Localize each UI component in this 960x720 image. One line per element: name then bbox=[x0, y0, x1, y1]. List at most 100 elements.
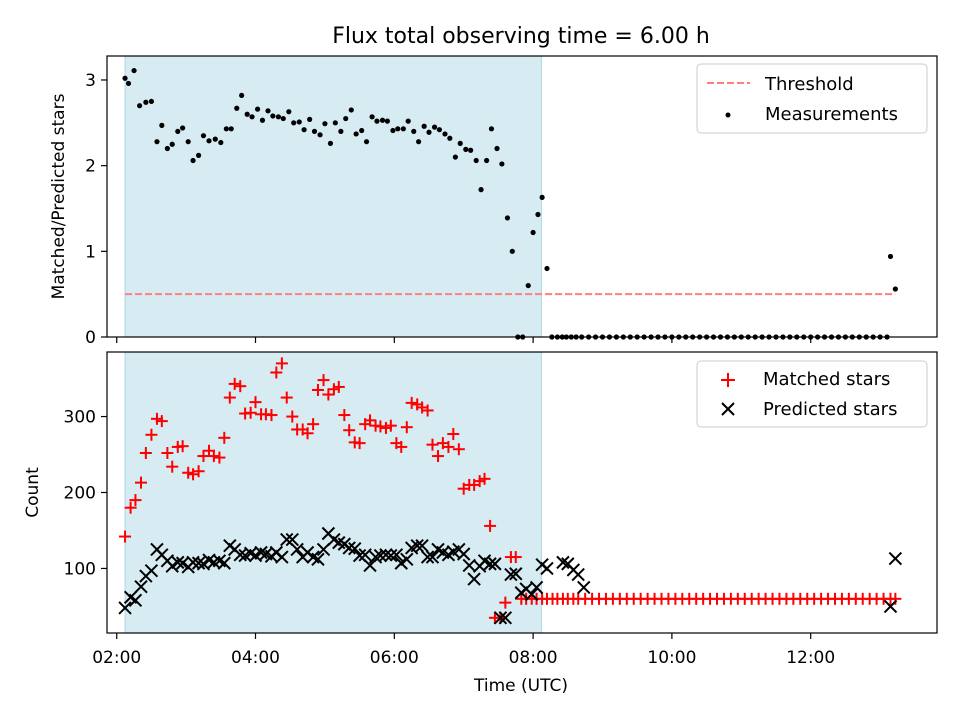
predicted-star-point bbox=[529, 580, 544, 595]
measurement-point bbox=[307, 116, 313, 122]
matched-star-point bbox=[155, 415, 168, 428]
measurement-point bbox=[379, 117, 386, 123]
predicted-star-point bbox=[118, 601, 132, 615]
measurement-point bbox=[180, 125, 186, 131]
matched-star-point bbox=[307, 418, 320, 431]
matched-star-point bbox=[124, 501, 137, 514]
measurement-point bbox=[504, 215, 511, 221]
measurement-point bbox=[265, 108, 271, 114]
predicted-star-point bbox=[352, 548, 367, 563]
predicted-star-point bbox=[504, 567, 518, 582]
measurement-point bbox=[488, 126, 495, 132]
predicted-star-point bbox=[254, 545, 268, 560]
measurement-point bbox=[411, 128, 417, 134]
matched-star-point bbox=[166, 460, 179, 473]
predicted-star-point bbox=[467, 572, 481, 586]
bottom-legend-box bbox=[696, 360, 928, 428]
matched-star-point bbox=[192, 465, 205, 478]
measurement-point bbox=[122, 75, 128, 81]
matched-star-point bbox=[265, 409, 278, 422]
matched-star-point bbox=[275, 357, 288, 370]
predicted-star-point bbox=[348, 541, 362, 556]
measurement-point bbox=[143, 99, 149, 105]
predicted-star-point bbox=[384, 548, 398, 563]
matched-star-point bbox=[129, 494, 142, 507]
measurement-point bbox=[478, 187, 484, 193]
matched-star-point bbox=[317, 374, 330, 387]
predicted-star-point bbox=[509, 567, 523, 581]
matched-star-point bbox=[395, 440, 408, 453]
measurement-point bbox=[400, 126, 406, 132]
top-legend-box bbox=[696, 63, 928, 134]
matched-star-point bbox=[244, 406, 257, 419]
matched-star-point bbox=[478, 472, 491, 485]
matched-star-point bbox=[223, 391, 236, 404]
matched-star-point bbox=[499, 596, 512, 609]
bottom-panel: 100 200 300 02:00 04:00 06:00 08:00 10:00 12:00… bbox=[23, 351, 938, 696]
measurement-point bbox=[463, 146, 469, 152]
predicted-star-point bbox=[280, 532, 294, 547]
predicted-star-point bbox=[498, 611, 513, 625]
matched-star-point bbox=[400, 421, 413, 434]
matched-star-point bbox=[432, 450, 445, 463]
matched-star-point bbox=[139, 447, 152, 460]
matched-star-point bbox=[442, 440, 455, 453]
measurement-point bbox=[363, 139, 370, 145]
predicted-star-point bbox=[217, 556, 231, 570]
matched-star-point bbox=[280, 391, 293, 404]
bottom-y-tick-label: 300 bbox=[64, 408, 96, 428]
top-y-tick-label: 0 bbox=[85, 328, 96, 348]
bottom-legend: Matched stars Predicted stars bbox=[696, 360, 928, 428]
bottom-marks bbox=[118, 357, 903, 625]
measurement-point bbox=[327, 140, 334, 146]
measurement-point bbox=[249, 114, 255, 120]
measurement-point bbox=[322, 121, 328, 127]
matched-star-point bbox=[353, 437, 366, 450]
x-tick-label: 04:00 bbox=[231, 648, 280, 668]
measurement-point bbox=[494, 145, 500, 152]
matched-star-point bbox=[374, 420, 387, 433]
top-y-tick-label: 2 bbox=[85, 157, 96, 177]
matched-star-point bbox=[286, 410, 299, 423]
matched-star-point bbox=[447, 428, 460, 441]
measurement-point bbox=[887, 253, 894, 260]
top-panel: 0 1 2 3 Matched/Predicted stars Threshold M… bbox=[49, 55, 938, 348]
matched-star-point bbox=[145, 428, 158, 441]
measurement-point bbox=[275, 114, 282, 120]
measurement-point bbox=[164, 145, 170, 152]
matched-star-point bbox=[207, 450, 220, 463]
measurement-point bbox=[359, 127, 365, 134]
measurement-point bbox=[484, 157, 490, 164]
measurement-point bbox=[125, 80, 132, 87]
measurement-point bbox=[353, 131, 359, 137]
legend-matched-swatch bbox=[721, 373, 735, 387]
predicted-star-point bbox=[556, 555, 570, 570]
predicted-star-point bbox=[540, 561, 554, 576]
measurement-point bbox=[234, 105, 240, 111]
matched-star-point bbox=[322, 388, 335, 401]
measurement-point bbox=[148, 98, 155, 105]
measurement-point bbox=[206, 138, 212, 144]
matched-star-point bbox=[161, 447, 174, 460]
predicted-star-point bbox=[144, 564, 159, 578]
top-y-tick-label: 3 bbox=[85, 71, 96, 91]
measurement-point bbox=[131, 67, 137, 74]
x-tick-label: 12:00 bbox=[786, 648, 835, 668]
measurement-point bbox=[317, 132, 323, 138]
matched-star-point bbox=[484, 519, 497, 532]
bottom-observing-span bbox=[124, 351, 542, 634]
predicted-star-point bbox=[275, 550, 289, 564]
measurement-point bbox=[218, 139, 224, 146]
x-axis-label: Time (UTC) bbox=[473, 676, 568, 696]
measurement-point bbox=[431, 124, 438, 130]
measurement-point bbox=[452, 154, 458, 160]
matched-star-point bbox=[384, 419, 397, 432]
matched-star-point bbox=[228, 377, 241, 390]
measurement-point bbox=[332, 120, 338, 126]
measurement-point bbox=[473, 157, 479, 164]
top-marks bbox=[122, 67, 898, 340]
predicted-star-point bbox=[373, 548, 388, 563]
measurement-point bbox=[374, 118, 380, 124]
x-tick-label: 08:00 bbox=[509, 648, 558, 668]
measurement-point bbox=[239, 92, 245, 99]
